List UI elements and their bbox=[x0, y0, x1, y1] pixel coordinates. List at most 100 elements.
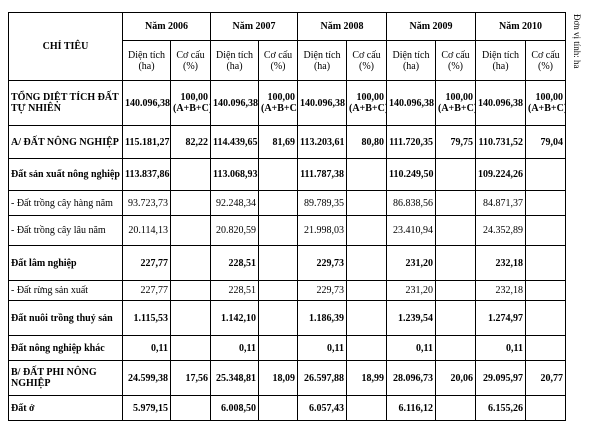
area-cell: 29.095,97 bbox=[475, 360, 526, 396]
share-cell bbox=[525, 245, 566, 281]
share-cell bbox=[346, 335, 387, 361]
table-row: Đất lâm nghiệp 227,77 228,51 229,73 231,20 23… bbox=[8, 245, 566, 281]
row-label: Đất ở bbox=[8, 395, 123, 421]
share-cell bbox=[346, 190, 387, 216]
share-cell: 82,22 bbox=[170, 125, 211, 159]
year-header: Năm 2006 bbox=[122, 12, 211, 41]
area-cell: 23.410,94 bbox=[386, 215, 436, 246]
area-cell: 24.352,89 bbox=[475, 215, 526, 246]
share-cell bbox=[525, 335, 566, 361]
area-cell: 26.597,88 bbox=[297, 360, 347, 396]
share-cell bbox=[170, 335, 211, 361]
area-cell: 89.789,35 bbox=[297, 190, 347, 216]
row-label: Đất nuôi trồng thuỷ sản bbox=[8, 300, 123, 336]
share-cell bbox=[435, 190, 476, 216]
share-cell bbox=[435, 300, 476, 336]
area-cell: 24.599,38 bbox=[122, 360, 171, 396]
unit-note: Đơn vị tính: ha bbox=[572, 14, 582, 69]
area-cell: 140.096,38 bbox=[210, 80, 259, 126]
row-label: Đất lâm nghiệp bbox=[8, 245, 123, 281]
table-row: Đất sản xuất nông nghiệp 113.837,86 113.06… bbox=[8, 158, 566, 191]
subheader-row: Diện tích (ha) Cơ cấu (%) Diện tích (ha) Cơ… bbox=[9, 40, 566, 81]
share-cell bbox=[346, 215, 387, 246]
area-cell: 25.348,81 bbox=[210, 360, 259, 396]
share-cell bbox=[170, 158, 211, 191]
share-cell bbox=[346, 300, 387, 336]
share-cell bbox=[258, 215, 298, 246]
share-cell: 17,56 bbox=[170, 360, 211, 396]
area-cell: 6.155,26 bbox=[475, 395, 526, 421]
share-cell: 100,00 (A+B+C) bbox=[170, 80, 211, 126]
area-cell: 92.248,34 bbox=[210, 190, 259, 216]
sub-header: Diện tích (ha) bbox=[386, 40, 436, 81]
share-cell bbox=[346, 395, 387, 421]
header-label: CHỈ TIÊU bbox=[8, 12, 123, 81]
share-cell bbox=[435, 215, 476, 246]
table-row: - Đất trồng cây lâu năm 20.114,13 20.820,5… bbox=[8, 215, 566, 246]
area-cell: 140.096,38 bbox=[386, 80, 436, 126]
area-cell: 113.837,86 bbox=[122, 158, 171, 191]
area-cell: 232,18 bbox=[475, 245, 526, 281]
sub-header: Diện tích (ha) bbox=[210, 40, 259, 81]
share-cell bbox=[525, 280, 566, 301]
share-cell bbox=[170, 280, 211, 301]
area-cell: 227,77 bbox=[122, 280, 171, 301]
area-cell: 20.114,13 bbox=[122, 215, 171, 246]
area-cell: 1.142,10 bbox=[210, 300, 259, 336]
share-cell bbox=[435, 280, 476, 301]
row-label: B/ ĐẤT PHI NÔNG NGHIỆP bbox=[8, 360, 123, 396]
area-cell: 1.186,39 bbox=[297, 300, 347, 336]
area-cell: 113.068,93 bbox=[210, 158, 259, 191]
year-header: Năm 2010 bbox=[475, 12, 566, 41]
area-cell: 232,18 bbox=[475, 280, 526, 301]
sub-header: Diện tích (ha) bbox=[122, 40, 171, 81]
row-label: A/ ĐẤT NÔNG NGHIỆP bbox=[8, 125, 123, 159]
share-cell bbox=[258, 245, 298, 281]
table-row: Đất nuôi trồng thuỷ sản 1.115,53 1.142,10 1… bbox=[8, 300, 566, 336]
share-cell bbox=[525, 395, 566, 421]
share-cell: 79,75 bbox=[435, 125, 476, 159]
share-cell: 18,09 bbox=[258, 360, 298, 396]
share-cell bbox=[525, 158, 566, 191]
area-cell: 6.116,12 bbox=[386, 395, 436, 421]
table-row: Đất ở 5.979,15 6.008,50 6.057,43 6.116,12 6.1… bbox=[8, 395, 566, 421]
area-cell: 110.249,50 bbox=[386, 158, 436, 191]
share-cell bbox=[346, 158, 387, 191]
share-cell: 20,77 bbox=[525, 360, 566, 396]
share-cell bbox=[435, 335, 476, 361]
share-cell bbox=[170, 395, 211, 421]
area-cell: 6.057,43 bbox=[297, 395, 347, 421]
table-row: Đất nông nghiệp khác 0,11 0,11 0,11 0,11 0,11 bbox=[8, 335, 566, 361]
area-cell: 0,11 bbox=[297, 335, 347, 361]
table-row: A/ ĐẤT NÔNG NGHIỆP 115.181,27 82,22 114.439… bbox=[8, 125, 566, 159]
share-cell: 18,99 bbox=[346, 360, 387, 396]
area-cell: 228,51 bbox=[210, 245, 259, 281]
area-cell: 1.115,53 bbox=[122, 300, 171, 336]
area-cell: 231,20 bbox=[386, 245, 436, 281]
area-cell: 227,77 bbox=[122, 245, 171, 281]
table-row: TỔNG DIỆT TÍCH ĐẤT TỰ NHIÊN 140.096,38 100… bbox=[8, 80, 566, 126]
share-cell bbox=[258, 335, 298, 361]
area-cell: 86.838,56 bbox=[386, 190, 436, 216]
share-cell bbox=[525, 190, 566, 216]
year-header: Năm 2007 bbox=[210, 12, 298, 41]
area-cell: 111.720,35 bbox=[386, 125, 436, 159]
area-cell: 5.979,15 bbox=[122, 395, 171, 421]
share-cell: 20,06 bbox=[435, 360, 476, 396]
share-cell bbox=[435, 158, 476, 191]
area-cell: 110.731,52 bbox=[475, 125, 526, 159]
area-cell: 1.274,97 bbox=[475, 300, 526, 336]
share-cell bbox=[346, 280, 387, 301]
share-cell bbox=[346, 245, 387, 281]
land-use-table: CHỈ TIÊU Năm 2006 Năm 2007 Năm 2008 Năm 2009… bbox=[8, 12, 566, 421]
area-cell: 93.723,73 bbox=[122, 190, 171, 216]
table-row: - Đất rừng sản xuất 227,77 228,51 229,73 231… bbox=[8, 280, 566, 301]
sub-header: Diện tích (ha) bbox=[475, 40, 526, 81]
share-cell: 100,00 (A+B+C) bbox=[525, 80, 566, 126]
area-cell: 0,11 bbox=[386, 335, 436, 361]
share-cell bbox=[525, 215, 566, 246]
area-cell: 109.224,26 bbox=[475, 158, 526, 191]
sub-header: Cơ cấu (%) bbox=[525, 40, 566, 81]
sub-header: Cơ cấu (%) bbox=[170, 40, 211, 81]
